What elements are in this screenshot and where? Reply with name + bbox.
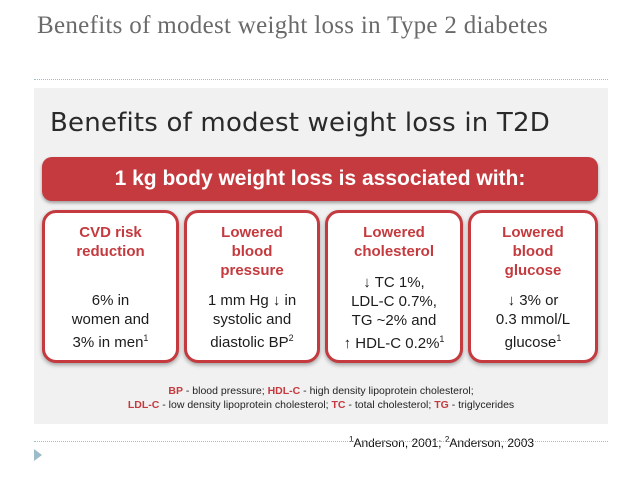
card-body: ↓ TC 1%, LDL-C 0.7%, TG ~2% and ↑ HDL-C …: [343, 274, 445, 352]
card-blood-glucose: Lowered blood glucose ↓ 3% or 0.3 mmol/L…: [468, 210, 598, 363]
card-heading: Lowered blood glucose: [502, 224, 564, 279]
slide-title: Benefits of modest weight loss in Type 2…: [37, 12, 549, 39]
title-divider: [34, 79, 608, 80]
card-body: ↓ 3% or 0.3 mmol/L glucose1: [495, 292, 571, 351]
footer-divider: [34, 441, 608, 442]
references: 1Anderson, 2001; 2Anderson, 2003: [349, 435, 535, 450]
card-blood-pressure: Lowered blood pressure 1 mm Hg ↓ in syst…: [184, 210, 320, 363]
card-cvd-risk: CVD risk reduction 6% in women and 3% in…: [42, 210, 179, 363]
card-heading: Lowered cholesterol: [353, 224, 435, 260]
card-body: 6% in women and 3% in men1: [71, 292, 150, 351]
abbreviations-line-2: LDL-C - low density lipoprotein choleste…: [127, 399, 515, 411]
triangle-bullet-icon: [34, 449, 42, 461]
figure-title: Benefits of modest weight loss in T2D: [50, 108, 550, 138]
card-heading: Lowered blood pressure: [220, 224, 284, 279]
card-heading: CVD risk reduction: [76, 224, 145, 260]
abbreviations-line-1: BP - blood pressure; HDL-C - high densit…: [168, 385, 474, 397]
card-body: 1 mm Hg ↓ in systolic and diastolic BP2: [207, 292, 297, 351]
infographic-figure: Benefits of modest weight loss in T2D 1 …: [34, 88, 608, 424]
banner: 1 kg body weight loss is associated with…: [42, 157, 598, 201]
card-cholesterol: Lowered cholesterol ↓ TC 1%, LDL-C 0.7%,…: [325, 210, 463, 363]
